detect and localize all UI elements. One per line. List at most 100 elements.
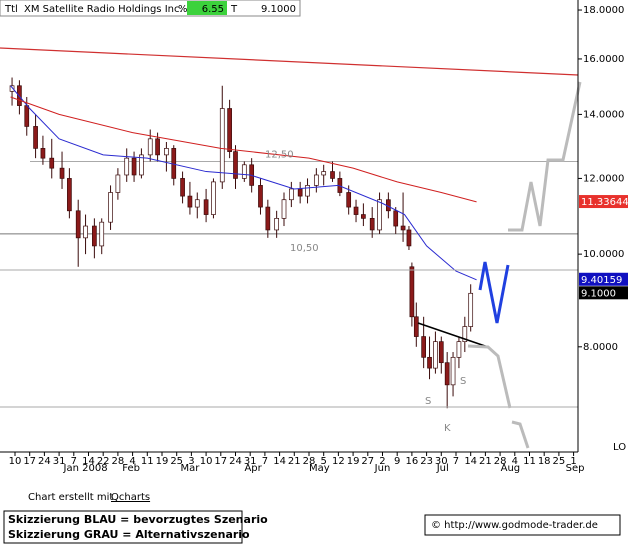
candle-body xyxy=(297,188,303,197)
x-tick-label: 23 xyxy=(420,456,433,467)
candle-body xyxy=(49,157,55,169)
pct-box xyxy=(187,1,227,15)
credit-tool[interactable]: Qcharts xyxy=(111,492,150,503)
candle-body xyxy=(413,316,419,337)
month-label: Apr xyxy=(244,463,262,474)
x-tick-label: 7 xyxy=(71,456,77,467)
site[interactable]: © http://www.godmode-trader.de xyxy=(431,520,598,531)
neckline xyxy=(417,322,489,348)
month-label: May xyxy=(309,463,330,474)
candle-body xyxy=(194,199,200,208)
candle-body xyxy=(468,292,474,327)
month-label: Jun xyxy=(374,463,391,474)
candle-body xyxy=(33,126,38,149)
annotation: S xyxy=(425,396,431,407)
x-tick-label: 9 xyxy=(394,456,400,467)
annotation: S xyxy=(460,376,466,387)
candle-body xyxy=(346,192,352,208)
price-marker-label: 9.1000 xyxy=(581,288,616,299)
x-tick-label: 11 xyxy=(523,456,536,467)
header-pct: 6.55 xyxy=(202,4,224,15)
candle-body xyxy=(187,195,193,208)
x-tick-label: 16 xyxy=(406,456,419,467)
x-tick-label: 31 xyxy=(244,456,257,467)
x-tick-label: 25 xyxy=(553,456,566,467)
candle-body xyxy=(83,225,88,239)
candle-body xyxy=(59,167,65,179)
candle-body xyxy=(180,178,185,197)
price-marker-label: 11.33644 xyxy=(581,197,629,208)
x-tick-label: 27 xyxy=(361,456,374,467)
month-label: Sep xyxy=(566,463,585,474)
candle-body xyxy=(330,171,335,179)
candle-body xyxy=(361,214,366,219)
x-tick-label: 28 xyxy=(112,456,125,467)
candle-body xyxy=(219,108,225,183)
candle-body xyxy=(40,148,46,159)
x-tick-label: 14 xyxy=(464,456,477,467)
x-tick-label: 12 xyxy=(332,456,345,467)
y-tick-label: 18.0000 xyxy=(583,5,624,16)
month-label: Feb xyxy=(122,463,140,474)
candle-body xyxy=(147,138,153,156)
candle-body xyxy=(211,181,216,215)
y-tick-label: 10.0000 xyxy=(583,249,624,260)
x-tick-label: 24 xyxy=(38,456,51,467)
candle-body xyxy=(456,341,462,358)
candle-body xyxy=(131,157,137,176)
month-label: Jan 2008 xyxy=(63,463,108,474)
x-tick-label: 4 xyxy=(512,456,518,467)
candle-body xyxy=(227,108,232,152)
candle-body xyxy=(377,199,382,231)
x-tick-label: 14 xyxy=(82,456,95,467)
candle-body xyxy=(203,199,209,215)
moving-average xyxy=(10,96,477,203)
candle-body xyxy=(406,229,412,247)
x-tick-label: 4 xyxy=(129,456,135,467)
scenario-gray xyxy=(467,344,512,409)
candle-body xyxy=(241,164,247,179)
candle-body xyxy=(67,178,72,212)
candle-body xyxy=(450,356,456,386)
candle-body xyxy=(281,199,287,219)
x-tick-label: 21 xyxy=(288,456,301,467)
x-tick-label: 24 xyxy=(229,456,242,467)
legend-blue: Skizzierung BLAU = bevorzugtes Szenario xyxy=(8,513,268,526)
level-label: 12,50 xyxy=(265,149,294,160)
candle-body xyxy=(99,221,105,247)
scale-label: LO xyxy=(613,442,626,453)
x-tick-label: 14 xyxy=(273,456,286,467)
price-marker-label: 9.40159 xyxy=(581,275,622,286)
candle-body xyxy=(321,171,327,176)
x-tick-label: 1 xyxy=(570,456,576,467)
plot-area xyxy=(0,77,578,409)
candle-body xyxy=(462,326,468,343)
header-ttl: Ttl xyxy=(4,4,18,15)
candle-body xyxy=(9,85,15,92)
candle-body xyxy=(75,210,81,239)
price-marker xyxy=(579,286,628,300)
x-tick-label: 10 xyxy=(9,456,22,467)
y-tick-label: 14.0000 xyxy=(583,109,624,120)
x-tick-label: 30 xyxy=(435,456,448,467)
x-tick-label: 25 xyxy=(170,456,183,467)
moving-average xyxy=(10,85,477,281)
x-tick-label: 11 xyxy=(141,456,154,467)
credit: Chart erstellt mit xyxy=(28,492,113,503)
month-label: Aug xyxy=(501,463,521,474)
scenario-gray xyxy=(511,420,530,449)
scenario-gray xyxy=(508,81,582,232)
header-pct-label: % xyxy=(178,4,188,15)
candle-body xyxy=(438,341,444,364)
candle-body xyxy=(427,356,432,369)
x-tick-label: 18 xyxy=(538,456,551,467)
site-box xyxy=(424,514,621,536)
candle-body xyxy=(274,218,280,231)
candle-body xyxy=(124,157,130,176)
candle-body xyxy=(115,174,121,193)
x-tick-label: 17 xyxy=(23,456,36,467)
header-t-label: T xyxy=(230,4,238,15)
candle-body xyxy=(155,138,160,156)
candle-body xyxy=(444,362,450,386)
